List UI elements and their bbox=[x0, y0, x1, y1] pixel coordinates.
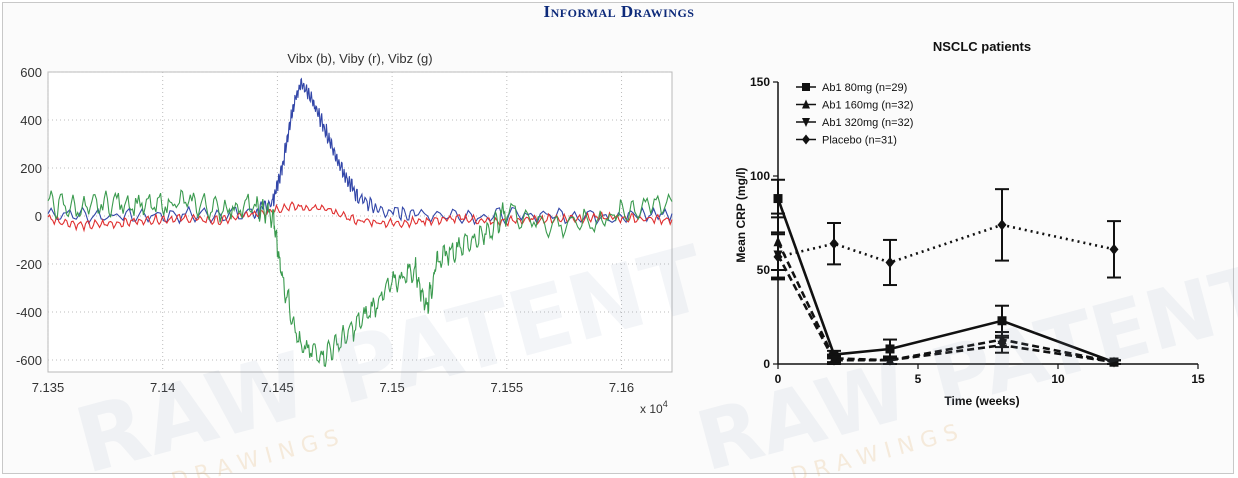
x-axis-label: Time (weeks) bbox=[944, 394, 1019, 408]
x-tick-label: 15 bbox=[1191, 372, 1205, 386]
legend-label: Ab1 160mg (n=32) bbox=[822, 100, 913, 112]
data-point bbox=[997, 340, 1007, 351]
series-line bbox=[47, 189, 673, 367]
y-tick-label: -400 bbox=[16, 305, 42, 320]
data-point bbox=[802, 83, 810, 91]
x-tick-label: 10 bbox=[1051, 372, 1065, 386]
data-point bbox=[773, 251, 783, 263]
x-tick-label: 7.16 bbox=[609, 380, 634, 395]
y-tick-label: 600 bbox=[20, 65, 42, 80]
data-point bbox=[885, 344, 895, 354]
page-banner: Informal Drawings bbox=[543, 2, 695, 21]
data-point bbox=[829, 355, 839, 366]
series-line bbox=[47, 201, 673, 233]
y-tick-label: -600 bbox=[16, 353, 42, 368]
y-axis-label: Mean CRP (mg/l) bbox=[734, 167, 748, 262]
data-point bbox=[997, 219, 1007, 231]
x-tick-label: 7.14 bbox=[150, 380, 175, 395]
y-tick-label: 100 bbox=[750, 169, 770, 183]
series-line bbox=[776, 254, 1115, 364]
series-line bbox=[47, 77, 673, 227]
y-tick-label: 50 bbox=[757, 263, 771, 277]
data-point bbox=[802, 134, 810, 145]
data-point bbox=[1109, 357, 1119, 368]
data-point bbox=[829, 238, 839, 250]
x-tick-label: 0 bbox=[775, 372, 782, 386]
y-tick-label: 0 bbox=[763, 357, 770, 371]
x-tick-label: 7.135 bbox=[32, 380, 65, 395]
y-tick-label: -200 bbox=[16, 257, 42, 272]
data-point bbox=[773, 194, 783, 204]
data-point bbox=[885, 355, 895, 366]
y-tick-label: 400 bbox=[20, 113, 42, 128]
data-point bbox=[885, 256, 895, 268]
legend-label: Ab1 320mg (n=32) bbox=[822, 117, 913, 129]
x-multiplier-label: x 104 bbox=[640, 399, 668, 416]
data-point bbox=[802, 99, 810, 109]
x-tick-label: 7.15 bbox=[379, 380, 404, 395]
x-tick-label: 5 bbox=[915, 372, 922, 386]
chart-title: NSCLC patients bbox=[933, 39, 1031, 54]
vibration-chart: Vibx (b), Viby (r), Vibz (g) 7.135 7.14 7.… bbox=[16, 51, 673, 416]
chart-title: Vibx (b), Viby (r), Vibz (g) bbox=[287, 51, 432, 66]
legend-label: Ab1 80mg (n=29) bbox=[822, 82, 907, 94]
y-tick-label: 0 bbox=[35, 209, 42, 224]
y-tick-label: 200 bbox=[20, 161, 42, 176]
y-tick-label: 150 bbox=[750, 75, 770, 89]
data-point bbox=[1109, 243, 1119, 255]
x-tick-label: 7.155 bbox=[491, 380, 524, 395]
series-line bbox=[777, 223, 1115, 264]
x-tick-label: 7.145 bbox=[261, 380, 294, 395]
legend-label: Placebo (n=31) bbox=[822, 135, 897, 147]
data-point bbox=[802, 118, 810, 127]
data-point bbox=[997, 316, 1007, 326]
